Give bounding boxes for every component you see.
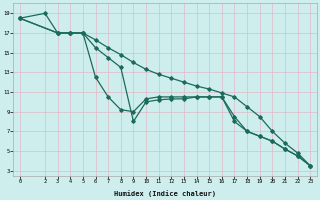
X-axis label: Humidex (Indice chaleur): Humidex (Indice chaleur) <box>114 190 216 197</box>
